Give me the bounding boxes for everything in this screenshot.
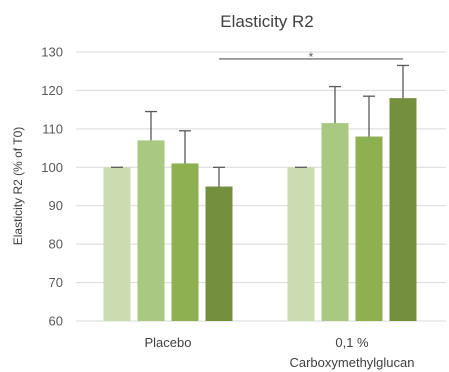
bar bbox=[137, 140, 165, 321]
bar bbox=[355, 136, 383, 321]
bars bbox=[103, 98, 417, 321]
y-tick-label: 90 bbox=[49, 198, 63, 213]
category-label: Carboxymethylglucan bbox=[289, 355, 414, 370]
bar bbox=[389, 98, 417, 321]
significance-star: * bbox=[309, 50, 314, 64]
bar bbox=[103, 167, 131, 321]
chart-title: Elasticity R2 bbox=[220, 12, 314, 31]
y-tick-label: 100 bbox=[41, 160, 63, 175]
y-axis-label: Elasticity R2 (% of T0) bbox=[11, 127, 25, 245]
y-tick-label: 80 bbox=[49, 237, 63, 252]
y-axis-ticks: 60 70 80 90 100 110 120 130 bbox=[41, 45, 63, 329]
y-tick-label: 120 bbox=[41, 83, 63, 98]
category-label: 0,1 % bbox=[335, 335, 369, 350]
y-tick-label: 60 bbox=[49, 314, 63, 329]
y-tick-label: 110 bbox=[42, 121, 63, 136]
bar bbox=[287, 167, 315, 321]
bar bbox=[321, 123, 349, 321]
category-label: Placebo bbox=[145, 335, 192, 350]
y-tick-label: 130 bbox=[41, 45, 63, 60]
error-bars bbox=[111, 64, 409, 187]
y-tick-label: 70 bbox=[49, 275, 63, 290]
significance-bracket: * bbox=[219, 50, 403, 64]
x-axis-categories: Placebo 0,1 % Carboxymethylglucan bbox=[145, 335, 415, 370]
bar bbox=[205, 186, 233, 321]
bar bbox=[171, 163, 199, 321]
